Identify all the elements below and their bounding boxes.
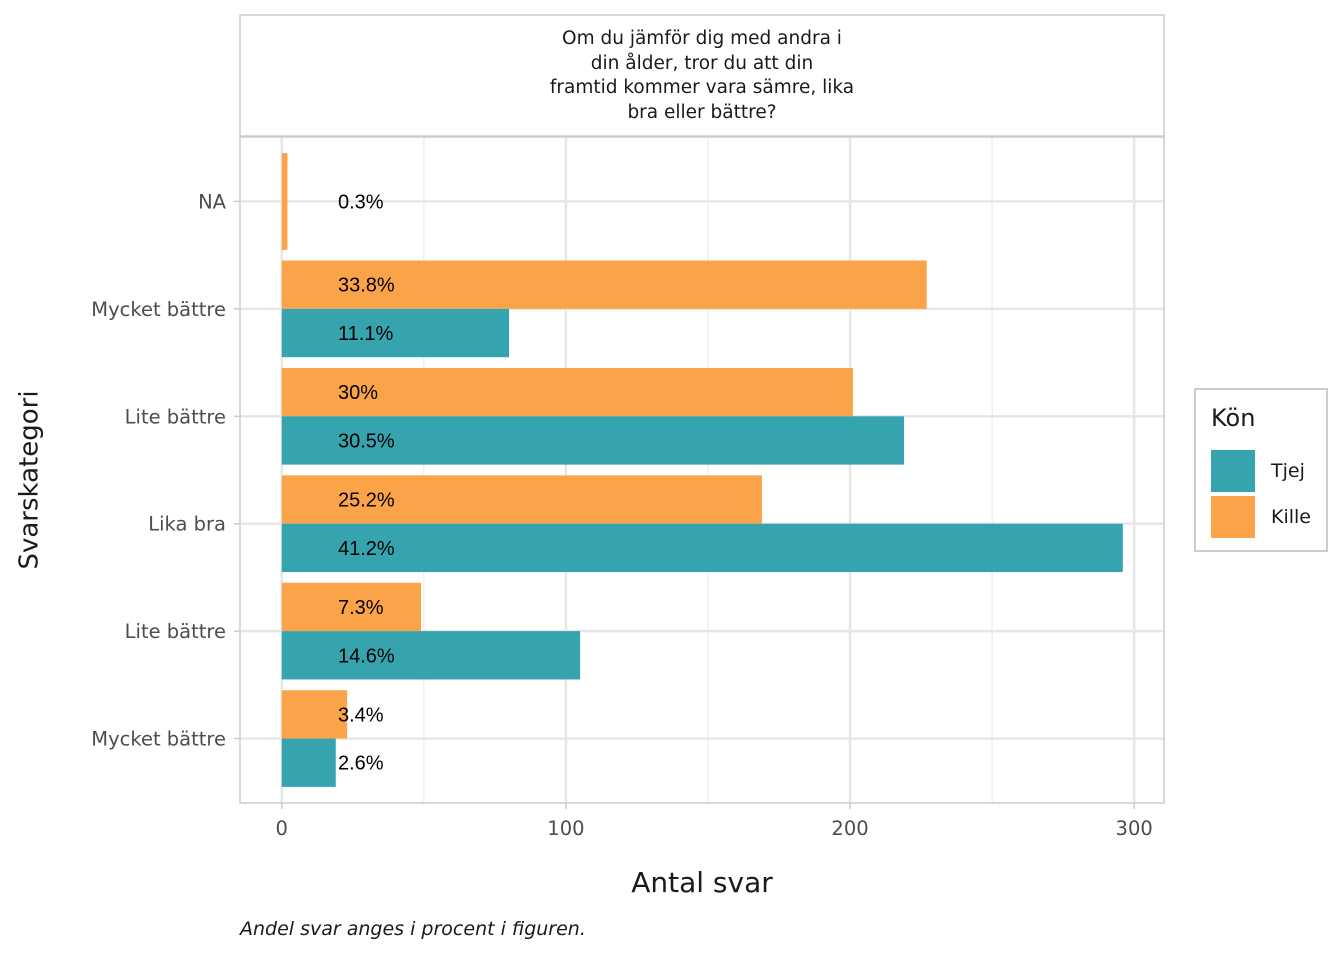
bar-kille xyxy=(281,260,927,309)
bar-kille xyxy=(281,582,421,632)
legend-key-tjej xyxy=(1211,450,1255,492)
bar-label-kille: 30% xyxy=(338,382,378,404)
bar-kille xyxy=(281,153,288,250)
x-tick-label: 0 xyxy=(276,817,288,840)
y-tick-label: Lite bättre xyxy=(125,405,226,428)
legend-item-tjej: Tjej xyxy=(1211,450,1321,494)
y-tick-label: Mycket bättre xyxy=(91,728,226,751)
y-axis-ticks: NA Mycket bättre Lite bättre Lika bra Lite b… xyxy=(91,190,240,751)
x-axis-title: Antal svar xyxy=(631,866,773,899)
bar-label-tjej: 30.5% xyxy=(338,430,395,452)
bar-label-kille: 0.3% xyxy=(338,191,384,213)
legend-label-tjej: Tjej xyxy=(1271,460,1305,482)
caption: Andel svar anges i procent i figuren. xyxy=(240,918,586,940)
bar-labels: 0.3% 33.8% 11.1% 30% 30.5% 25.2% 41.2% 7.3% 14.6… xyxy=(338,191,395,774)
facet-title: Om du jämför dig med andra i din ålder, … xyxy=(549,28,855,123)
bar-label-tjej: 41.2% xyxy=(338,538,395,560)
y-tick-label: Lika bra xyxy=(148,513,226,536)
bars xyxy=(281,153,1123,787)
bar-label-tjej: 14.6% xyxy=(338,645,395,667)
bar-label-kille: 33.8% xyxy=(338,275,395,297)
panel-border xyxy=(239,136,1165,804)
bar-label-kille: 3.4% xyxy=(338,704,384,726)
bar-kille xyxy=(281,690,348,739)
bar-tjej xyxy=(281,738,336,787)
x-tick-label: 100 xyxy=(547,817,584,840)
bar-label-kille: 25.2% xyxy=(338,490,395,512)
grid-lines xyxy=(240,137,1164,803)
bar-tjej xyxy=(281,416,905,465)
bar-kille xyxy=(281,475,762,524)
bar-label-tjej: 2.6% xyxy=(338,753,384,775)
legend-title: Kön xyxy=(1211,404,1256,432)
legend-label-kille: Kille xyxy=(1271,506,1311,528)
y-axis-title-text: Svarskategori xyxy=(15,390,46,570)
bar-label-tjej: 11.1% xyxy=(338,323,393,345)
x-axis-ticks: 0 100 200 300 xyxy=(276,803,1153,840)
bar-tjej xyxy=(281,308,510,358)
bar-tjej xyxy=(281,631,581,680)
y-tick-label: Mycket bättre xyxy=(91,298,226,321)
y-axis-title: Svarskategori xyxy=(0,390,60,569)
y-tick-label: Lite bättre xyxy=(125,620,226,643)
bar-label-kille: 7.3% xyxy=(338,597,384,619)
y-tick-label: NA xyxy=(198,190,227,213)
legend-key-kille xyxy=(1211,496,1255,538)
x-tick-label: 200 xyxy=(831,817,868,840)
bar-tjej xyxy=(281,523,1123,573)
legend-item-kille: Kille xyxy=(1211,496,1321,540)
bar-kille xyxy=(281,367,853,417)
legend: Kön Tjej Kille xyxy=(1194,388,1328,552)
x-tick-label: 300 xyxy=(1116,817,1153,840)
